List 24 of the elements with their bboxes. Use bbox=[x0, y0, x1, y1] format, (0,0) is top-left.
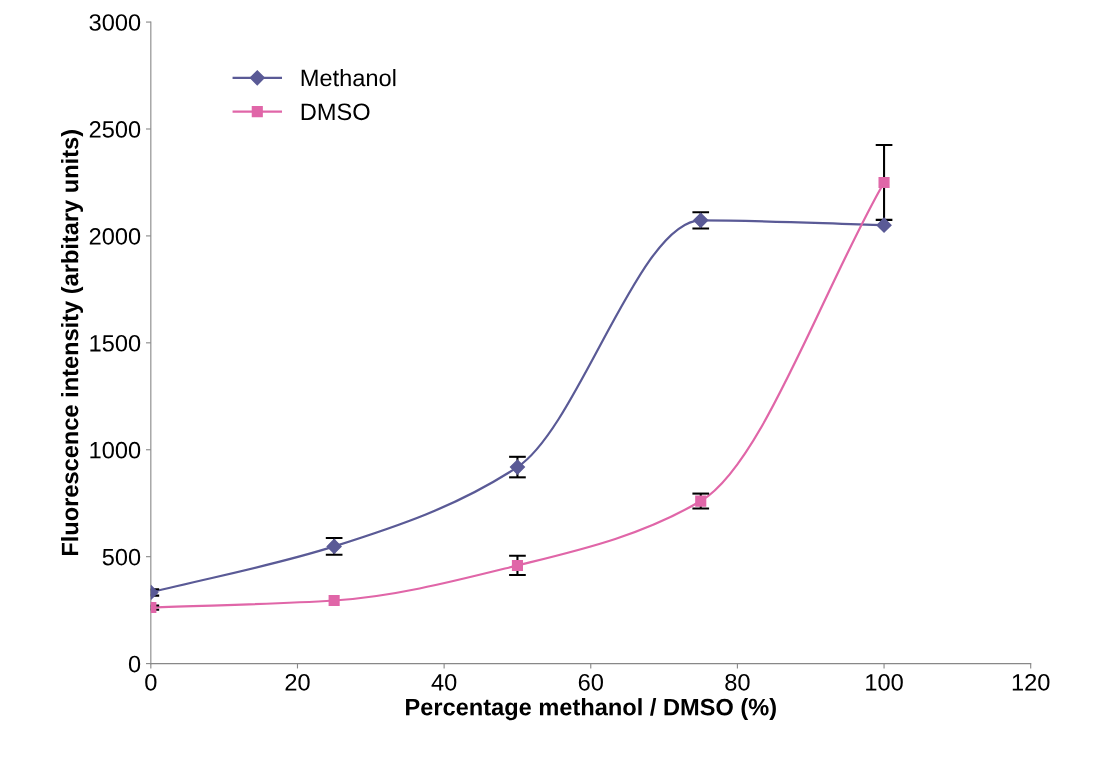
y-tick-label: 1500 bbox=[90, 334, 141, 352]
y-axis-title: Fluorescence intensity (arbitary units) bbox=[61, 130, 84, 556]
y-tick-label: 3000 bbox=[89, 14, 141, 31]
x-tick-label: 0 bbox=[145, 673, 157, 691]
x-axis-title: Percentage methanol / DMSO (%) bbox=[406, 698, 776, 721]
y-tick-label: 2500 bbox=[89, 121, 141, 138]
point bbox=[876, 217, 892, 233]
point bbox=[878, 176, 890, 189]
y-tick-label: 2000 bbox=[89, 227, 141, 245]
x-tick-label: 40 bbox=[431, 673, 457, 691]
y-tick-label: 0 bbox=[128, 655, 141, 673]
y-tick-label: 1000 bbox=[90, 441, 141, 459]
x-tick-label: 80 bbox=[725, 673, 750, 691]
point bbox=[511, 559, 524, 571]
x-tick-label: 60 bbox=[578, 673, 603, 691]
x-tick-label: 120 bbox=[1012, 673, 1050, 691]
point bbox=[328, 594, 340, 607]
legend-label: Methanol bbox=[301, 68, 396, 87]
x-tick-label: 20 bbox=[285, 673, 310, 691]
x-tick-label: 100 bbox=[866, 673, 903, 691]
y-tick-label: 500 bbox=[102, 548, 141, 566]
point bbox=[695, 495, 707, 507]
point bbox=[509, 459, 526, 475]
legend-label: DMSO bbox=[301, 103, 370, 121]
